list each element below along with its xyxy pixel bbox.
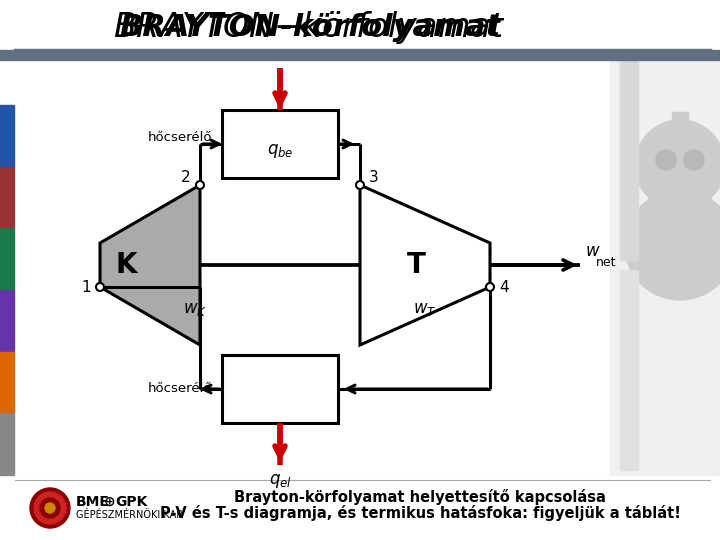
Text: $\mathbf{\mathit{B}}$$\mathbf{\mathit{RAYTON}}$$\mathbf{\mathit{-körfolyamat}}$: $\mathbf{\mathit{B}}$$\mathbf{\mathit{RA… (114, 10, 507, 46)
Circle shape (96, 283, 104, 291)
Text: 2: 2 (181, 170, 191, 185)
Circle shape (40, 498, 60, 518)
Bar (672, 112, 688, 122)
Circle shape (196, 181, 204, 189)
Circle shape (30, 488, 70, 528)
Bar (620, 270, 638, 470)
Circle shape (625, 190, 720, 300)
Polygon shape (100, 185, 200, 345)
Text: GÉPÉSZMÉRNÖKI KAR: GÉPÉSZMÉRNÖKI KAR (76, 510, 183, 520)
Bar (0, 105, 14, 167)
Circle shape (656, 150, 676, 170)
Text: $w_{\mathregular{K}}$: $w_{\mathregular{K}}$ (183, 300, 207, 318)
Bar (222, 110, 338, 178)
Bar (0, 413, 14, 475)
Bar (222, 355, 338, 423)
Text: ⊕: ⊕ (104, 495, 116, 509)
Text: 4: 4 (499, 280, 508, 294)
Text: hőcserélő: hőcserélő (148, 382, 212, 395)
Circle shape (684, 150, 704, 170)
Text: hőcserélő: hőcserélő (148, 131, 212, 144)
Bar (620, 60, 638, 260)
Bar (0, 352, 14, 413)
Bar (0, 290, 14, 352)
Bar (0, 228, 14, 290)
Text: $w$: $w$ (585, 242, 600, 260)
Text: BME: BME (76, 495, 110, 509)
Bar (0, 50, 720, 60)
Bar (0, 167, 14, 228)
Text: $q_{\mathregular{el}}$: $q_{\mathregular{el}}$ (269, 472, 292, 490)
Text: Brayton-körfolyamat helyettesítő kapcsolása: Brayton-körfolyamat helyettesítő kapcsol… (234, 489, 606, 505)
Text: K: K (115, 251, 137, 279)
Text: 3: 3 (369, 170, 379, 185)
Polygon shape (360, 185, 490, 345)
Text: BRAYTON-körfolyamat: BRAYTON-körfolyamat (120, 14, 500, 43)
Circle shape (356, 181, 364, 189)
Text: $q_{\mathregular{be}}$: $q_{\mathregular{be}}$ (266, 142, 293, 160)
Circle shape (486, 283, 494, 291)
Circle shape (34, 492, 66, 524)
Circle shape (635, 120, 720, 210)
Bar (610, 55, 720, 475)
Circle shape (45, 503, 55, 513)
Text: 1: 1 (81, 280, 91, 294)
Text: $w_{\mathregular{T}}$: $w_{\mathregular{T}}$ (413, 300, 437, 318)
Text: P-V és T-s diagramja, és termikus hatásfoka: figyeljük a táblát!: P-V és T-s diagramja, és termikus hatásf… (160, 505, 680, 521)
Text: GPK: GPK (115, 495, 148, 509)
Text: T: T (407, 251, 426, 279)
Text: net: net (596, 256, 616, 269)
